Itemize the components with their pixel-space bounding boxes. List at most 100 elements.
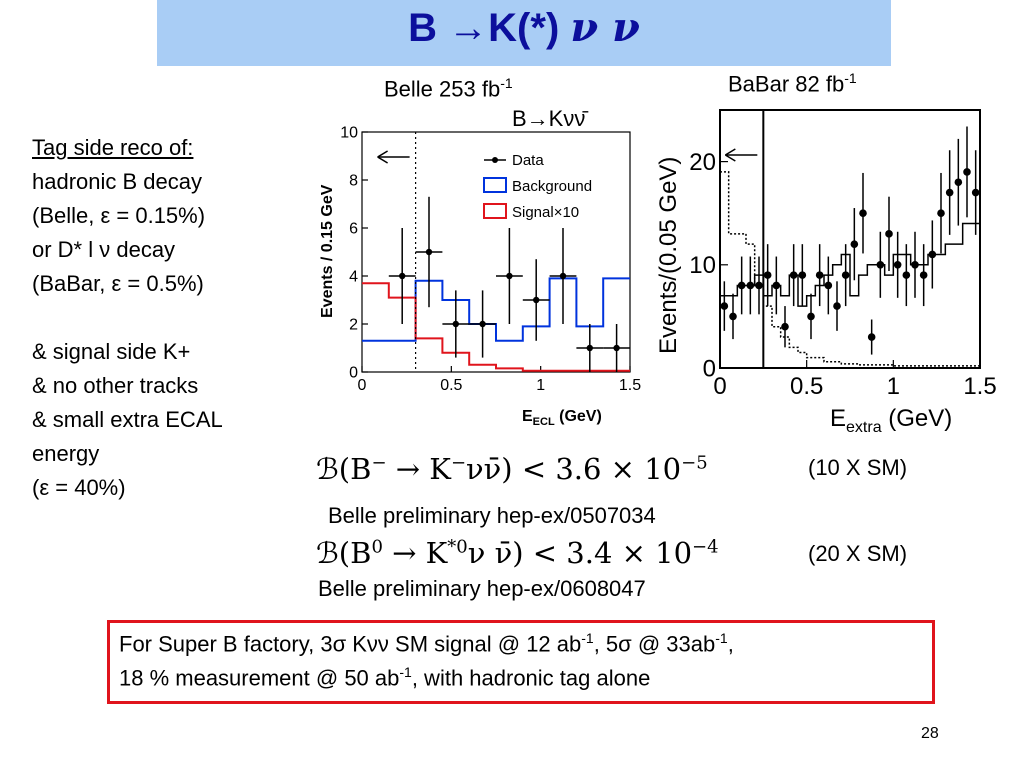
babar-data-point — [772, 281, 781, 290]
babar-data-point — [911, 261, 919, 269]
belle-data-point — [613, 344, 620, 352]
title-bar — [157, 0, 891, 66]
babar-label-sup: -1 — [844, 70, 857, 86]
belle-data-point — [586, 344, 593, 352]
babar-data-point — [850, 240, 859, 248]
formula-2-tail: ν ν̄) < 3.4 × 10 — [467, 536, 693, 570]
title-prefix: B →K(*) — [408, 6, 571, 50]
babar-data-point — [833, 302, 841, 310]
left-text-line-4: (BaBar, ε = 0.5%) — [32, 271, 204, 296]
left-text-line-2: (Belle, ε = 0.15%) — [32, 203, 206, 228]
belle-data-point — [452, 320, 459, 328]
babar-marks — [720, 110, 980, 368]
result-1-note: (10 X SM) — [808, 455, 908, 480]
belle-xlabel: EECL (GeV) — [522, 408, 602, 428]
babar-cut-arrowhead — [724, 148, 736, 162]
summary-line-2: 18 % measurement @ 50 ab-1, with hadroni… — [119, 664, 650, 691]
formula-2-charge2: *0 — [447, 536, 468, 558]
belle-ytick-label: 8 — [349, 173, 358, 190]
babar-data-point — [902, 271, 911, 279]
left-text-heading: Tag side reco of: — [32, 131, 223, 165]
babar-data-point — [763, 271, 772, 279]
summary-line-1: For Super B factory, 3σ Kνν SM signal @ … — [119, 630, 734, 657]
belle-frame — [361, 131, 631, 373]
babar-data-point — [755, 281, 763, 290]
babar-ylabel: Events/(0.05 GeV) — [655, 157, 682, 354]
babar-plot: 0 0.5 1 1.5 0 10 20 Events/(0.05 GeV) Eextra (… — [655, 109, 997, 434]
babar-xtick-label: 1.5 — [963, 373, 996, 400]
babar-data-point — [963, 168, 971, 176]
belle-hist-background — [362, 277, 630, 342]
belle-data-point — [479, 320, 486, 328]
formula-1-charge2: − — [450, 452, 467, 474]
belle-xtick-label: 0.5 — [440, 377, 462, 394]
belle-data-point — [506, 272, 513, 280]
summary-sup-2: -1 — [715, 630, 728, 646]
belle-ytick-label: 6 — [349, 221, 358, 238]
babar-data-point — [798, 271, 807, 279]
babar-data-point — [815, 271, 824, 279]
babar-ytick-label: 0 — [703, 355, 716, 382]
summary-line-2b: , with hadronic tag alone — [411, 665, 651, 691]
belle-ytick-label: 2 — [349, 317, 358, 334]
babar-data-point — [954, 178, 963, 187]
left-text-line-3: or D* l ν decay — [32, 237, 176, 262]
babar-data-point — [789, 271, 798, 279]
babar-data-point — [824, 281, 833, 290]
formula-2-charge: 0 — [371, 536, 383, 558]
formula-2-mid: → K — [382, 536, 448, 570]
babar-data-point — [746, 281, 755, 290]
babar-data-point — [859, 209, 867, 217]
babar-frame — [719, 109, 981, 369]
formula-2: ℬ(B0 → K*0ν ν̄) < 3.4 × 10−4 — [316, 536, 719, 570]
belle-data-point — [425, 248, 433, 256]
belle-xtick-label: 1 — [536, 377, 545, 394]
belle-ytick-label: 0 — [349, 365, 358, 382]
left-text-line-9: energy — [32, 441, 100, 466]
belle-label-sup: -1 — [500, 75, 513, 91]
left-text-line-1: hadronic B decay — [32, 169, 202, 194]
formula-1: ℬ(B− → K−νν̄) < 3.6 × 10−5 — [316, 452, 708, 486]
babar-xtick-label: 0.5 — [790, 373, 823, 400]
formula-2-exp: −4 — [692, 536, 719, 558]
babar-data-point — [885, 230, 893, 238]
babar-data-point — [729, 312, 737, 321]
babar-data-point — [876, 261, 885, 269]
belle-cut-arrowhead — [377, 150, 388, 164]
babar-data-point — [867, 333, 876, 341]
result-2-ref: Belle preliminary hep-ex/0608047 — [318, 576, 646, 601]
summary-box — [107, 620, 935, 704]
belle-legend: Data Background Signal×10 — [483, 152, 592, 221]
babar-xlabel: Eextra (GeV) — [830, 405, 952, 434]
babar-data-point — [928, 250, 937, 259]
belle-hist-signal-10 — [362, 282, 630, 372]
belle-label-text: Belle 253 fb — [384, 76, 501, 102]
babar-data-point — [971, 188, 980, 197]
babar-data-point — [807, 312, 815, 321]
summary-line-1c: , — [727, 631, 734, 657]
babar-data-point — [781, 322, 789, 331]
legend-background: Background — [512, 178, 592, 195]
left-text-line-5 — [32, 301, 223, 335]
belle-ytick-label: 10 — [340, 125, 358, 142]
babar-xtick-label: 0 — [713, 373, 726, 400]
belle-plot-title: B→Kνν̄ — [512, 106, 588, 131]
legend-data: Data — [512, 152, 544, 169]
babar-data-point — [737, 281, 746, 290]
belle-xtick-label: 1.5 — [619, 377, 641, 394]
babar-data-point — [937, 209, 945, 217]
result-2-note: (20 X SM) — [808, 541, 908, 566]
formula-1-mid: → K — [386, 452, 451, 486]
left-text-line-8: & small extra ECAL — [32, 407, 223, 432]
babar-ytick-label: 10 — [689, 252, 716, 279]
babar-data-point — [720, 302, 729, 310]
belle-axes: 0 0.5 1 1.5 0 2 4 6 8 10 — [340, 125, 641, 394]
babar-data-point — [841, 271, 850, 279]
babar-ytick-label: 20 — [689, 149, 716, 176]
summary-sup-3: -1 — [399, 664, 412, 680]
summary-line-1b: , 5σ @ 33ab — [593, 631, 716, 657]
summary-line-1a: For Super B factory, 3σ Kνν SM signal @ … — [119, 631, 582, 657]
belle-ytick-label: 4 — [349, 269, 358, 286]
babar-label: BaBar 82 fb-1 — [728, 70, 857, 97]
babar-data-point — [919, 271, 928, 279]
